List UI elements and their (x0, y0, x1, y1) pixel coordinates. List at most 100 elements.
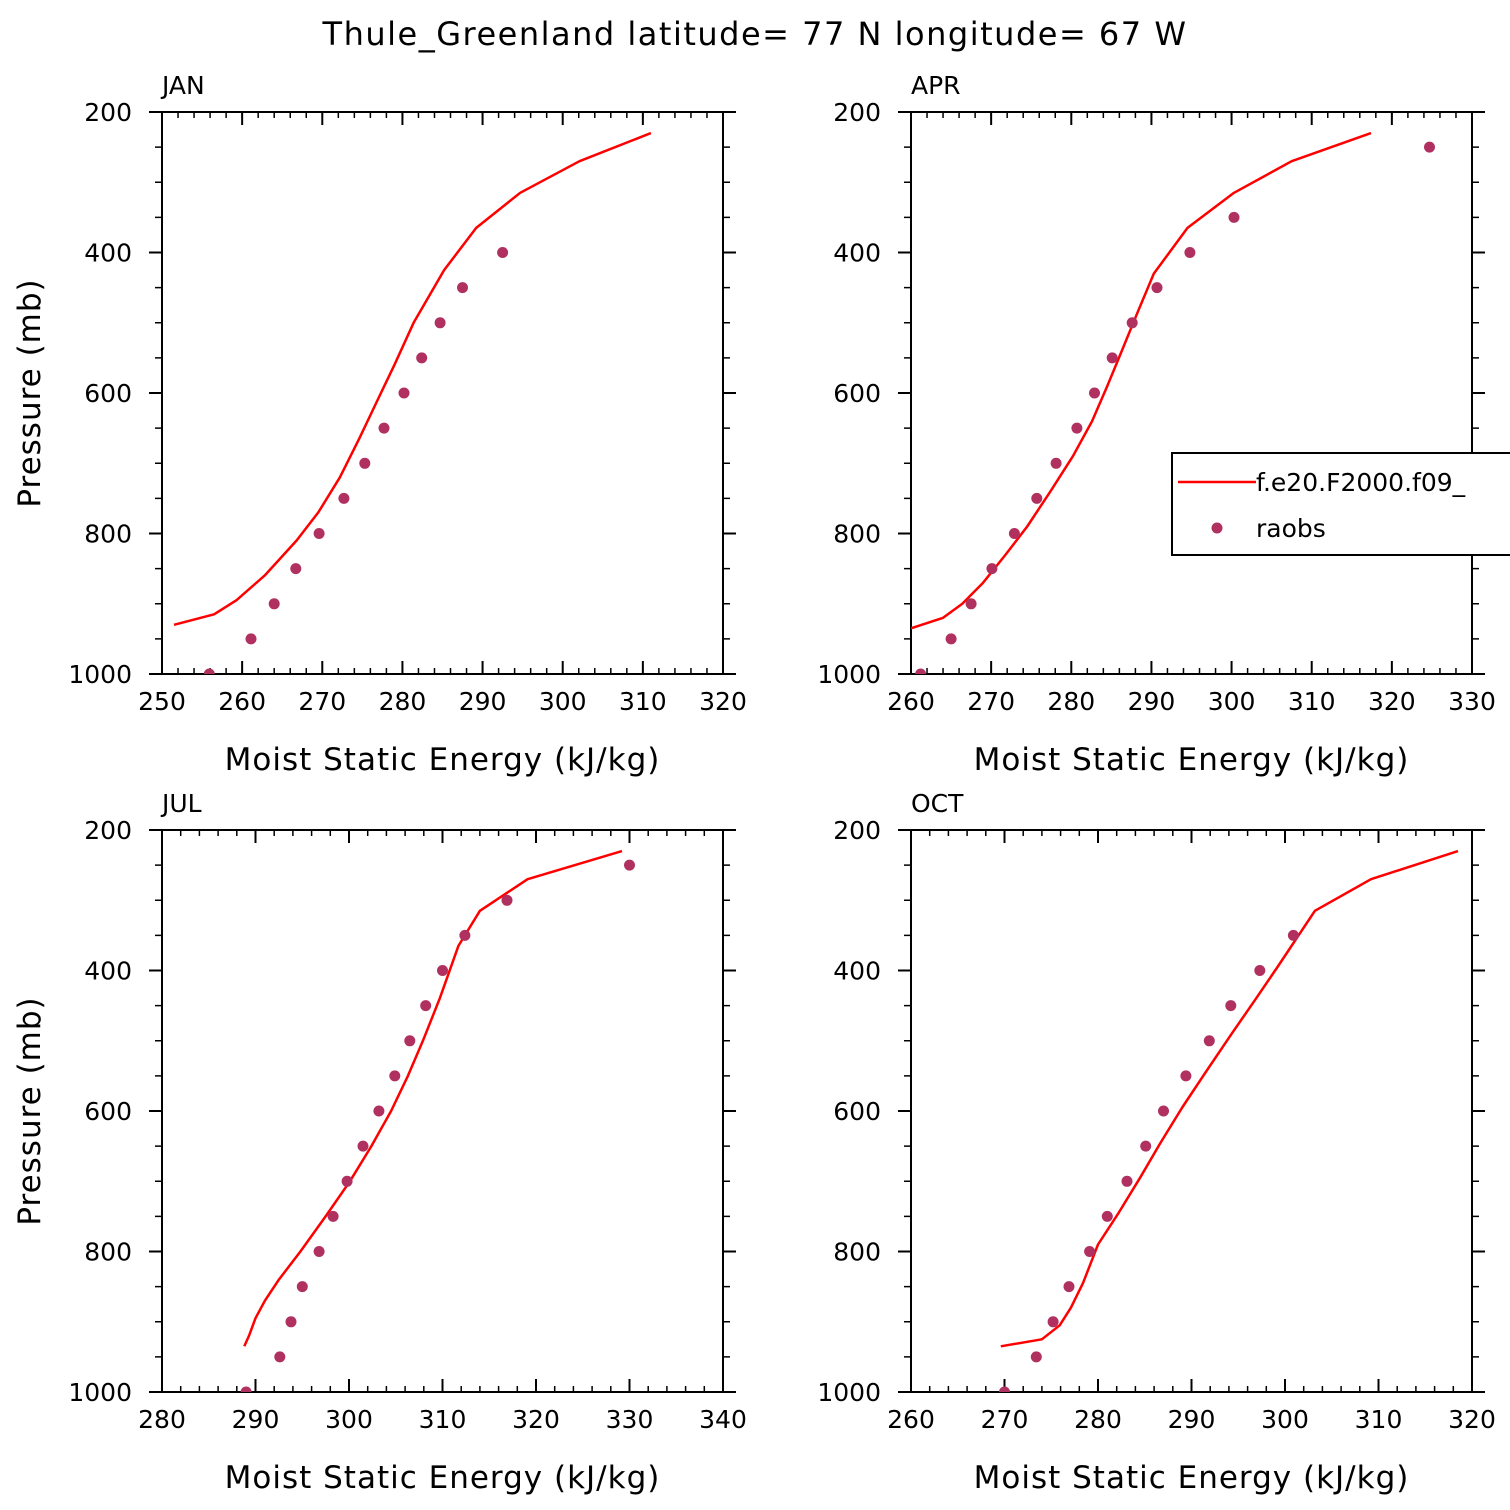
x-tick-label: 290 (1128, 687, 1176, 716)
panel-label: JAN (160, 71, 205, 100)
x-tick-label: 300 (325, 1405, 373, 1434)
raobs-point (313, 528, 325, 539)
x-axis-title: Moist Static Energy (kJ/kg) (974, 742, 1410, 778)
figure-title: Thule_Greenland latitude= 77 N longitude… (322, 15, 1188, 53)
raobs-point (1084, 1246, 1096, 1257)
raobs-point (999, 1386, 1010, 1392)
raobs-point (1047, 1316, 1059, 1328)
raobs-point (274, 1351, 286, 1363)
raobs-point (398, 387, 410, 399)
raobs-point (1101, 1210, 1113, 1222)
x-tick-label: 310 (619, 687, 667, 716)
model-profile-line (911, 131, 1372, 630)
panel-apr: 260 270 280 290 300 310 320 330 200 400 600 800 1000… (817, 71, 1495, 778)
legend-box (1171, 452, 1510, 556)
y-tick-label: 400 (833, 957, 881, 986)
raobs-point (378, 422, 390, 434)
raobs-point (501, 894, 513, 906)
raobs-point (296, 1281, 308, 1293)
raobs-point (1071, 422, 1083, 434)
raobs-point (313, 1246, 325, 1257)
y-tick-label: 600 (833, 379, 881, 408)
x-tick-label: 290 (459, 687, 507, 716)
raobs-point (1151, 282, 1163, 294)
raobs-point (1228, 211, 1240, 223)
plot-frame-oct (910, 829, 1473, 1393)
raobs-point (1287, 929, 1299, 941)
raobs-point (373, 1105, 385, 1117)
y-tick-label: 400 (833, 239, 881, 268)
x-tick-label: 280 (379, 687, 427, 716)
plot-frame-jul (161, 829, 724, 1393)
y-tick-label: 1000 (68, 1378, 132, 1407)
y-axis-title: Pressure (mb) (12, 996, 48, 1225)
legend-marker-swatch (1211, 522, 1223, 534)
x-tick-label: 330 (606, 1405, 654, 1434)
y-tick-label: 800 (84, 520, 132, 549)
raobs-point (457, 282, 468, 294)
raobs-point (420, 1000, 432, 1012)
y-tick-label: 800 (833, 1238, 881, 1267)
raobs-point (1089, 387, 1100, 399)
y-tick-label: 1000 (817, 1378, 881, 1407)
panel-label: JUL (160, 789, 202, 818)
panel-jan: 250 260 270 280 290 300 310 320 200 400 600 800 1000… (12, 71, 747, 778)
legend-label-model: f.e20.F2000.f09_ (1256, 468, 1466, 497)
raobs-point (434, 317, 446, 329)
x-tick-label: 310 (1355, 1405, 1403, 1434)
x-tick-label: 260 (218, 687, 266, 716)
y-tick-label: 1000 (817, 660, 881, 689)
y-tick-label: 200 (84, 816, 132, 845)
y-tick-label: 600 (833, 1097, 881, 1126)
x-tick-label: 340 (699, 1405, 747, 1434)
raobs-point (268, 598, 280, 610)
plot-area-apr (911, 131, 1435, 674)
raobs-point (285, 1316, 297, 1328)
model-profile-line (1000, 849, 1459, 1348)
raobs-point (290, 563, 302, 575)
y-tick-label: 800 (84, 1238, 132, 1267)
x-tick-label: 290 (232, 1405, 280, 1434)
y-tick-label: 1000 (68, 660, 132, 689)
x-tick-label: 260 (887, 687, 935, 716)
model-profile-line (243, 849, 623, 1347)
y-axis-title: Pressure (mb) (12, 278, 48, 507)
raobs-point (1424, 141, 1435, 153)
raobs-point (404, 1035, 416, 1047)
raobs-point (1180, 1070, 1192, 1082)
x-tick-label: 260 (887, 1405, 935, 1434)
raobs-point (341, 1175, 353, 1187)
plot-area-jul (240, 849, 635, 1392)
x-tick-label: 280 (1047, 687, 1095, 716)
y-tick-label: 400 (84, 957, 132, 986)
x-tick-label: 330 (1448, 687, 1496, 716)
raobs-point (240, 1386, 252, 1392)
x-tick-label: 270 (298, 687, 346, 716)
raobs-point (1121, 1175, 1133, 1187)
x-tick-label: 300 (1208, 687, 1256, 716)
raobs-point (327, 1210, 339, 1222)
x-tick-label: 320 (1368, 687, 1416, 716)
x-tick-label: 280 (138, 1405, 186, 1434)
x-tick-label: 250 (138, 687, 186, 716)
raobs-point (245, 633, 257, 645)
raobs-point (915, 668, 927, 674)
raobs-point (389, 1070, 401, 1082)
raobs-point (1140, 1140, 1152, 1152)
x-axis-title: Moist Static Energy (kJ/kg) (225, 742, 661, 778)
raobs-point (357, 1140, 369, 1152)
raobs-point (1106, 352, 1118, 364)
legend: f.e20.F2000.f09_raobs (1171, 452, 1510, 556)
raobs-point (1031, 492, 1043, 504)
raobs-point (1126, 317, 1138, 329)
plot-frame-jan (161, 111, 724, 675)
y-tick-label: 200 (833, 816, 881, 845)
panel-oct: 260 270 280 290 300 310 320 200 400 600 800 1000 OCT… (817, 789, 1495, 1496)
raobs-point (338, 492, 350, 504)
x-tick-label: 280 (1074, 1405, 1122, 1434)
x-tick-label: 300 (539, 687, 587, 716)
raobs-point (1008, 528, 1020, 539)
raobs-point (203, 668, 215, 674)
x-tick-label: 320 (512, 1405, 560, 1434)
